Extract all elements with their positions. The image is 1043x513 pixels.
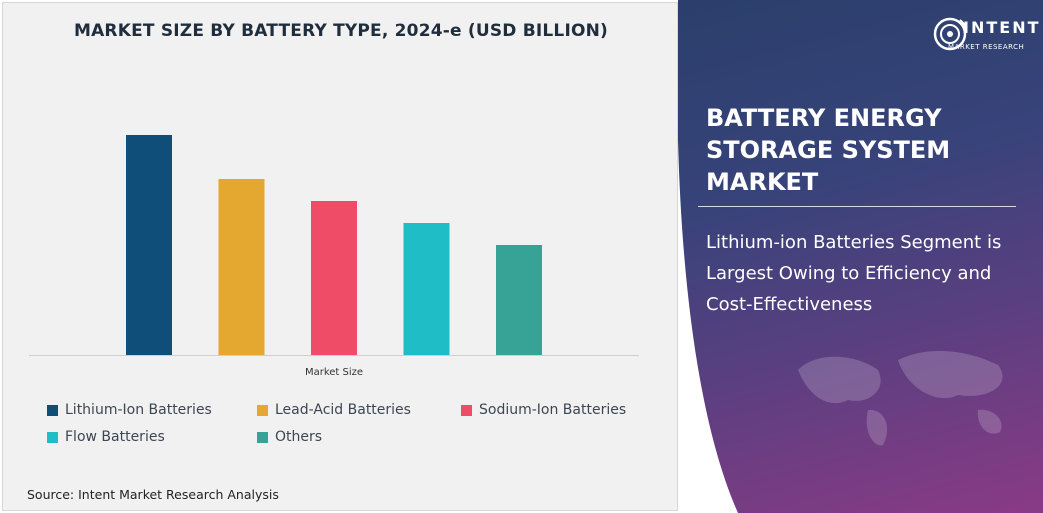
legend-swatch: [257, 431, 268, 443]
legend-label: Lead-Acid Batteries: [275, 402, 411, 418]
report-title: BATTERY ENERGY STORAGE SYSTEM MARKET: [706, 104, 951, 196]
report-subtitle: Lithium-ion Batteries Segment is Largest…: [706, 232, 1002, 315]
legend-label: Flow Batteries: [65, 429, 165, 445]
bar-lithium-ion-batteries: [126, 135, 172, 355]
legend-item-others: Others: [257, 429, 322, 445]
legend-item-lead-acid: Lead-Acid Batteries: [257, 402, 411, 418]
brand-logo-icon: [933, 17, 967, 51]
bar-others: [496, 245, 542, 355]
legend-label: Sodium-Ion Batteries: [479, 402, 627, 418]
brand-name: INTENT: [963, 18, 1041, 37]
source-note: Source: Intent Market Research Analysis: [27, 487, 279, 502]
legend-item-sodium-ion: Sodium-Ion Batteries: [461, 402, 626, 418]
bar-flow-batteries: [403, 223, 450, 355]
chart-title: MARKET SIZE BY BATTERY TYPE, 2024-e (USD…: [73, 21, 609, 41]
legend-swatch: [461, 404, 472, 416]
x-axis-label: Market Size: [305, 367, 363, 378]
chart-panel: MARKET SIZE BY BATTERY TYPE, 2024-e (USD…: [2, 2, 678, 511]
brand-tagline: MARKET RESEARCH: [948, 43, 1025, 51]
legend-item-lithium-ion: Lithium-Ion Batteries: [47, 402, 212, 418]
legend-label: Lithium-Ion Batteries: [65, 402, 212, 418]
legend-item-flow: Flow Batteries: [47, 429, 165, 445]
world-map-graphic: [798, 350, 1003, 446]
legend-swatch: [47, 431, 58, 443]
bar-sodium-ion-batteries: [311, 201, 357, 355]
bar-lead-acid-batteries: [218, 179, 265, 355]
bar-chart: Market Size: [29, 135, 639, 378]
legend-label: Others: [275, 429, 323, 445]
report-panel: INTENT MARKET RESEARCH BATTERY ENERGY ST…: [678, 0, 1043, 513]
legend-swatch: [47, 404, 58, 416]
legend-swatch: [257, 404, 268, 416]
panel-edge-curve: [678, 0, 738, 513]
chart-legend: Lithium-Ion Batteries Lead-Acid Batterie…: [47, 402, 667, 462]
title-divider: [698, 206, 1016, 207]
